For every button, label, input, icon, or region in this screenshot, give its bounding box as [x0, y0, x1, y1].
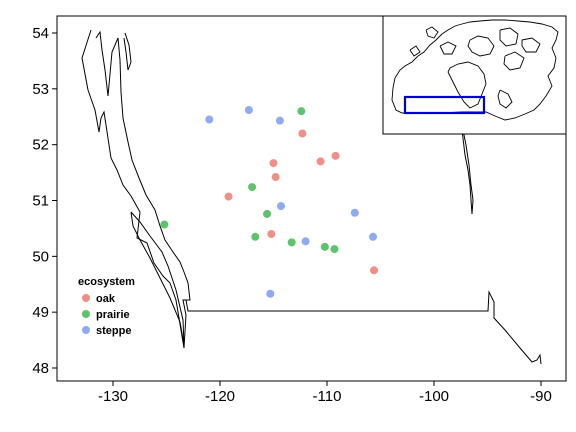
legend: ecosystem oak prairie steppe [78, 276, 135, 337]
data-points [160, 106, 379, 298]
point-steppe [205, 115, 214, 124]
point-oak [331, 151, 340, 160]
point-prairie [320, 242, 329, 251]
point-prairie [248, 183, 257, 192]
y-tick-label: 52 [32, 137, 49, 154]
point-steppe [244, 106, 253, 115]
x-tick-label: -130 [98, 388, 128, 405]
x-axis: -130 -120 -110 -100 -90 [98, 381, 552, 405]
x-tick-label: -120 [205, 388, 235, 405]
point-oak [298, 129, 307, 138]
y-tick-label: 54 [32, 25, 49, 42]
y-tick-label: 50 [32, 248, 49, 265]
x-tick-label: -110 [313, 388, 342, 405]
point-prairie [330, 245, 339, 254]
point-oak [316, 157, 325, 166]
north-islands-outline [123, 32, 132, 71]
y-tick-label: 53 [32, 81, 49, 98]
legend-key-oak [82, 294, 90, 302]
inset-map [382, 15, 567, 135]
point-oak [267, 230, 276, 238]
point-steppe [275, 116, 284, 125]
inset-panel [382, 15, 567, 135]
point-oak [271, 173, 280, 182]
y-axis: 48 49 50 51 52 53 54 [32, 25, 57, 377]
legend-label-prairie: prairie [96, 309, 130, 321]
legend-key-steppe [82, 326, 90, 334]
y-tick-label: 49 [32, 304, 49, 321]
legend-label-oak: oak [96, 293, 116, 305]
point-prairie [287, 238, 296, 247]
x-tick-label: -90 [530, 388, 552, 405]
east-coastline [461, 129, 474, 215]
legend-label-steppe: steppe [96, 325, 131, 337]
vancouver-island-outline [130, 211, 185, 346]
point-steppe [266, 289, 275, 298]
west-coastline [81, 29, 191, 349]
point-oak [224, 192, 233, 201]
point-prairie [263, 209, 272, 218]
y-tick-label: 51 [32, 193, 49, 210]
point-steppe [350, 208, 359, 217]
point-steppe [301, 237, 310, 246]
point-prairie [297, 107, 306, 116]
point-prairie [251, 232, 260, 241]
point-oak [370, 266, 379, 275]
x-tick-label: -100 [419, 388, 449, 405]
legend-key-prairie [82, 310, 90, 318]
inset-extent-box [403, 95, 486, 115]
legend-items: oak prairie steppe [82, 293, 131, 337]
us-border-line [185, 290, 542, 365]
point-steppe [276, 202, 285, 211]
point-steppe [369, 232, 378, 241]
point-prairie [160, 220, 169, 229]
point-oak [269, 159, 278, 168]
region-outline [81, 29, 542, 365]
y-tick-label: 48 [32, 360, 49, 377]
legend-title: ecosystem [78, 276, 135, 288]
